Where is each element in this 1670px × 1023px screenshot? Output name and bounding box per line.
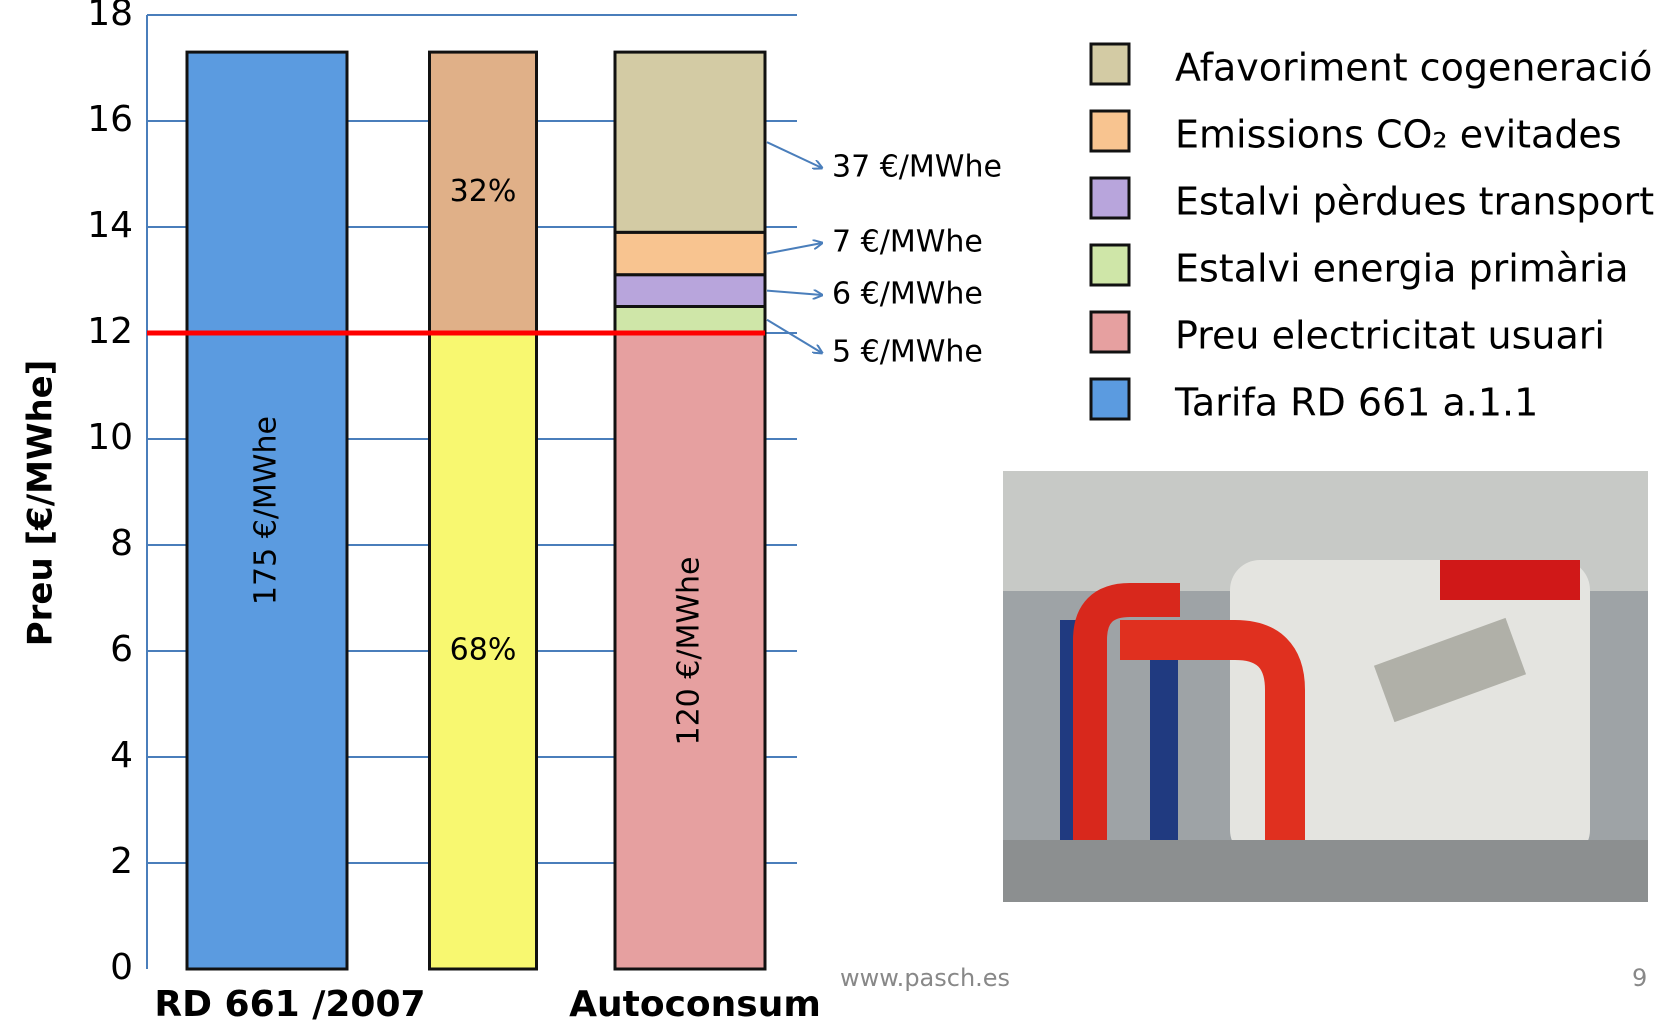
y-tick-label: 14 <box>87 205 133 246</box>
slide: Preu [€/MWhe] www.pasch.es 9 0 2 4 6 8 10 12 14… <box>0 0 1670 1023</box>
y-axis-title: Preu [€/MWhe] <box>21 360 61 647</box>
legend-swatch <box>1091 245 1129 285</box>
footer-url: www.pasch.es <box>840 964 1010 992</box>
x-tick-label: Autoconsum <box>569 984 821 1023</box>
legend-label: Emissions CO₂ evitades <box>1175 113 1622 157</box>
legend-label: Tarifa RD 661 a.1.1 <box>1174 381 1538 425</box>
y-tick-label: 2 <box>110 841 133 882</box>
legend-swatch <box>1091 44 1129 84</box>
annotation-arrow <box>767 243 822 254</box>
segment-label: 120 €/MWhe <box>672 556 707 745</box>
y-tick-label: 6 <box>110 629 133 670</box>
annotation-arrow <box>767 291 822 295</box>
bar-segment <box>615 232 765 274</box>
legend-swatch <box>1091 312 1129 352</box>
annotation-arrow <box>767 320 822 353</box>
y-tick-label: 10 <box>87 417 133 458</box>
bar-segment <box>615 52 765 232</box>
legend-swatch <box>1091 178 1129 218</box>
legend-label: Estalvi energia primària <box>1175 247 1629 291</box>
segment-label: 32% <box>450 174 517 209</box>
segment-label: 68% <box>450 633 517 668</box>
y-tick-label: 0 <box>110 947 133 988</box>
legend-label: Estalvi pèrdues transport <box>1175 180 1654 224</box>
annotation: 37 €/MWhe <box>832 150 1002 185</box>
legend-swatch <box>1091 111 1129 151</box>
y-tick-label: 18 <box>87 0 133 34</box>
annotation: 7 €/MWhe <box>832 225 983 260</box>
annotation-arrow <box>767 142 822 168</box>
legend-label: Afavoriment cogeneració <box>1175 46 1652 90</box>
page-number: 9 <box>1632 964 1647 992</box>
y-tick-label: 4 <box>110 735 133 776</box>
x-tick-label: RD 661 /2007 <box>154 984 425 1023</box>
annotation: 6 €/MWhe <box>832 277 983 312</box>
segment-label: 175 €/MWhe <box>249 416 284 605</box>
photo <box>1003 471 1648 902</box>
legend-label: Preu electricitat usuari <box>1175 314 1605 358</box>
bar-segment <box>615 307 765 334</box>
annotation: 5 €/MWhe <box>832 335 983 370</box>
y-tick-label: 8 <box>110 523 133 564</box>
bar-segment <box>615 275 765 307</box>
y-tick-label: 12 <box>87 311 133 352</box>
legend-swatch <box>1091 379 1129 419</box>
y-tick-label: 16 <box>87 99 133 140</box>
